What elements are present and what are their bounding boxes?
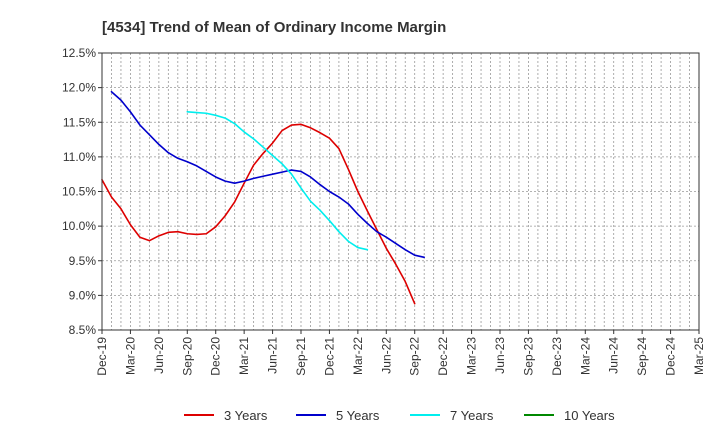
- series-line-5-years: [110, 90, 425, 259]
- y-tick-label: 10.0%: [62, 219, 96, 233]
- series-line-3-years: [101, 123, 416, 305]
- legend-label: 10 Years: [564, 408, 615, 423]
- y-tick-label: 12.5%: [62, 46, 96, 60]
- x-tick-label: Jun-20: [152, 337, 166, 374]
- x-tick-label: Jun-23: [493, 337, 507, 374]
- x-tick-label: Sep-21: [294, 337, 308, 376]
- x-tick-label: Sep-20: [180, 337, 194, 376]
- y-tick-label: 11.0%: [63, 150, 96, 164]
- x-tick-label: Mar-24: [578, 337, 592, 375]
- y-tick-label: 9.5%: [69, 254, 97, 268]
- x-tick-label: Jun-24: [607, 337, 621, 374]
- legend: 3 Years 5 Years 7 Years 10 Years: [184, 408, 615, 423]
- y-axis: 8.5% 9.0% 9.5% 10.0% 10.5% 11.0% 11.5% 12.0% 12.…: [62, 46, 102, 337]
- y-tick-label: 8.5%: [69, 323, 97, 337]
- y-tick-label: 10.5%: [62, 185, 96, 199]
- x-tick-label: Dec-23: [550, 337, 564, 376]
- grid-lines: [102, 53, 699, 330]
- series-lines: [101, 90, 425, 305]
- y-tick-label: 9.0%: [69, 288, 97, 302]
- series-line-7-years: [186, 111, 369, 251]
- x-tick-label: Mar-23: [465, 337, 479, 375]
- x-axis: Dec-19 Mar-20 Jun-20 Sep-20 Dec-20 Mar-21 Jun-…: [95, 330, 706, 376]
- legend-label: 3 Years: [224, 408, 268, 423]
- legend-label: 7 Years: [450, 408, 494, 423]
- x-tick-label: Dec-19: [95, 337, 109, 376]
- x-tick-label: Mar-22: [351, 337, 365, 375]
- x-tick-label: Dec-20: [209, 337, 223, 376]
- x-tick-label: Jun-22: [379, 337, 393, 374]
- x-tick-label: Dec-21: [322, 337, 336, 376]
- plot-frame: [101, 52, 700, 331]
- x-tick-label: Dec-22: [436, 337, 450, 376]
- x-tick-label: Sep-23: [521, 337, 535, 376]
- chart-title: [4534] Trend of Mean of Ordinary Income …: [102, 19, 446, 36]
- x-tick-label: Sep-24: [635, 337, 649, 376]
- legend-label: 5 Years: [336, 408, 380, 423]
- x-tick-label: Mar-25: [692, 337, 706, 375]
- x-tick-label: Sep-22: [408, 337, 422, 376]
- x-tick-label: Jun-21: [266, 337, 280, 374]
- x-tick-label: Mar-20: [123, 337, 137, 375]
- x-tick-label: Dec-24: [664, 337, 678, 376]
- y-tick-label: 11.5%: [63, 115, 96, 129]
- x-tick-label: Mar-21: [237, 337, 251, 375]
- y-tick-label: 12.0%: [62, 81, 96, 95]
